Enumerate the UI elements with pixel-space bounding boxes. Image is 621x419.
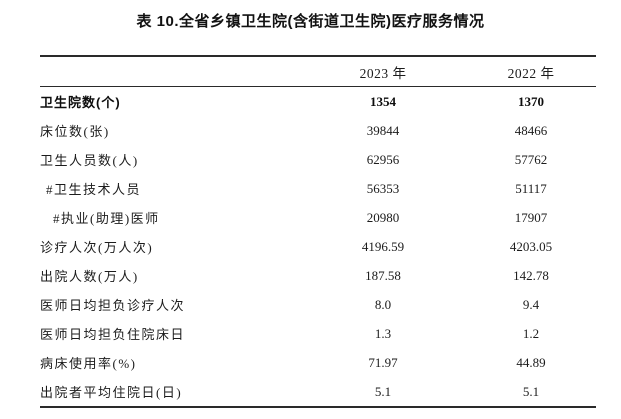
value-2022: 1.2 — [522, 325, 540, 341]
row-label: 医师日均担负住院床日 — [40, 327, 186, 342]
value-2023: 8.0 — [374, 296, 392, 312]
value-2022: 142.78 — [513, 267, 549, 283]
row-label: 出院者平均住院日(日) — [40, 385, 183, 400]
table-row: 床位数(张) 39844 48466 — [40, 116, 596, 145]
value-2023: 187.58 — [365, 267, 401, 283]
column-header-2023: 2023 年 — [359, 65, 407, 81]
table-row: 出院者平均住院日(日) 5.1 5.1 — [40, 377, 596, 406]
table-row: #执业(助理)医师 20980 17907 — [40, 203, 596, 232]
value-2022: 51117 — [515, 180, 547, 196]
value-2022: 48466 — [514, 122, 548, 138]
value-2022: 1370 — [518, 93, 544, 109]
table-row: 医师日均担负住院床日 1.3 1.2 — [40, 319, 596, 348]
table-row: 卫生人员数(人) 62956 57762 — [40, 145, 596, 174]
row-label: 床位数(张) — [40, 124, 110, 139]
row-label: 医师日均担负诊疗人次 — [40, 298, 186, 313]
row-label: 出院人数(万人) — [40, 269, 139, 284]
value-2022: 5.1 — [522, 383, 540, 399]
value-2023: 20980 — [366, 209, 400, 225]
table-row: 卫生院数(个) 1354 1370 — [40, 87, 596, 116]
table-row: 医师日均担负诊疗人次 8.0 9.4 — [40, 290, 596, 319]
value-2023: 39844 — [366, 122, 400, 138]
value-2023: 5.1 — [374, 383, 392, 399]
row-label: 病床使用率(%) — [40, 356, 137, 371]
value-2023: 56353 — [366, 180, 400, 196]
table-row: 病床使用率(%) 71.97 44.89 — [40, 348, 596, 377]
statistics-table: 2023 年 2022 年 卫生院数(个) 1354 1370 床位数(张) 3… — [40, 55, 596, 408]
value-2022: 44.89 — [516, 354, 546, 370]
table-title: 表 10.全省乡镇卫生院(含街道卫生院)医疗服务情况 — [136, 13, 485, 30]
table-header-row: 2023 年 2022 年 — [40, 57, 596, 87]
column-header-2022: 2022 年 — [507, 65, 555, 81]
value-2022: 9.4 — [522, 296, 540, 312]
value-2022: 4203.05 — [509, 238, 553, 254]
row-label: 卫生人员数(人) — [40, 153, 139, 168]
value-2022: 57762 — [514, 151, 548, 167]
value-2023: 62956 — [366, 151, 400, 167]
table-row: 诊疗人次(万人次) 4196.59 4203.05 — [40, 232, 596, 261]
value-2023: 4196.59 — [361, 238, 405, 254]
value-2023: 1354 — [370, 93, 396, 109]
row-label: 卫生院数(个) — [40, 95, 121, 110]
value-2023: 71.97 — [368, 354, 398, 370]
row-label: 诊疗人次(万人次) — [40, 240, 154, 255]
value-2022: 17907 — [514, 209, 548, 225]
row-label: #执业(助理)医师 — [53, 211, 160, 226]
table-row: 出院人数(万人) 187.58 142.78 — [40, 261, 596, 290]
value-2023: 1.3 — [374, 325, 392, 341]
row-label: #卫生技术人员 — [46, 182, 142, 197]
table-row: #卫生技术人员 56353 51117 — [40, 174, 596, 203]
